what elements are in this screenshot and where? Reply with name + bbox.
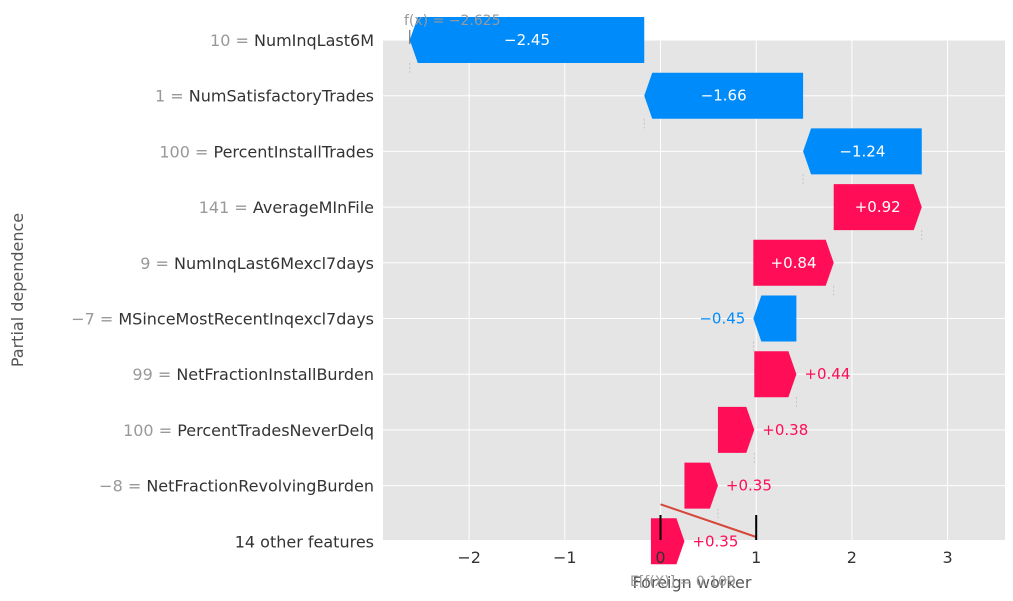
x-tick-label: 0	[655, 548, 665, 567]
feature-value: −7 =	[71, 310, 118, 329]
waterfall-bar	[717, 406, 755, 453]
feature-label: 100 = PercentInstallTrades	[159, 142, 374, 161]
feature-label: −7 = MSinceMostRecentInqexcl7days	[71, 310, 374, 329]
feature-labels: 10 = NumInqLast6M 1 = NumSatisfactoryTrad…	[71, 31, 374, 551]
feature-name: PercentTradesNeverDelq	[177, 421, 374, 440]
waterfall-bar	[754, 351, 797, 398]
feature-label: 99 = NetFractionInstallBurden	[132, 365, 374, 384]
feature-label: 9 = NumInqLast6Mexcl7days	[140, 254, 374, 273]
waterfall-bar	[650, 518, 685, 565]
feature-label: 14 other features	[235, 532, 374, 551]
y-axis-label: Partial dependence	[8, 213, 27, 367]
waterfall-bar	[684, 462, 718, 509]
feature-name: NumInqLast6Mexcl7days	[174, 254, 374, 273]
waterfall-bar	[409, 17, 645, 63]
bar-value-label: +0.92	[855, 198, 901, 216]
feature-value: 10 =	[210, 31, 254, 50]
bar-value-label: +0.38	[762, 421, 808, 439]
feature-name: 14 other features	[235, 532, 374, 551]
feature-value: 9 =	[140, 254, 174, 273]
feature-name: MSinceMostRecentInqexcl7days	[118, 310, 374, 329]
feature-value: 1 =	[155, 87, 189, 106]
bars: −2.45 −1.66 −1.24 +0.92 +0.84 −0.45 +0.44 +0.38…	[409, 17, 923, 565]
waterfall-bar	[753, 239, 834, 286]
feature-value: 141 =	[199, 198, 253, 217]
feature-name: NetFractionInstallBurden	[176, 365, 374, 384]
efx-label: E[f(X)] = 0.109	[630, 574, 736, 590]
feature-name: NumSatisfactoryTrades	[189, 87, 374, 106]
x-tick-label: 1	[751, 548, 761, 567]
x-axis-label: Foreign worker	[633, 573, 752, 592]
plot-area	[383, 40, 1005, 540]
x-tick-label: 3	[942, 548, 952, 567]
x-tick-label: 2	[847, 548, 857, 567]
fx-label: f(x) = −2.625	[404, 13, 501, 29]
waterfall-bar	[644, 72, 804, 119]
feature-label: 141 = AverageMInFile	[199, 198, 374, 217]
bar-value-label: +0.84	[771, 254, 817, 272]
waterfall-bar	[803, 128, 922, 175]
feature-value: 99 =	[132, 365, 176, 384]
feature-label: 10 = NumInqLast6M	[210, 31, 374, 50]
bar-value-label: −0.45	[699, 310, 745, 328]
feature-label: 1 = NumSatisfactoryTrades	[155, 87, 374, 106]
feature-label: 100 = PercentTradesNeverDelq	[123, 421, 374, 440]
feature-value: 100 =	[123, 421, 177, 440]
feature-label: −8 = NetFractionRevolvingBurden	[99, 477, 374, 496]
bar-value-label: +0.35	[692, 532, 738, 550]
feature-name: NetFractionRevolvingBurden	[146, 477, 374, 496]
waterfall-bar	[753, 295, 797, 342]
bar-value-label: −1.24	[839, 142, 885, 160]
x-axis: −2 −1 0 1 2 3	[457, 548, 952, 567]
waterfall-bar	[833, 184, 922, 231]
x-tick-label: −1	[553, 548, 577, 567]
overlay-line	[660, 503, 757, 538]
feature-value: 100 =	[159, 142, 213, 161]
bar-value-label: +0.44	[804, 365, 850, 383]
feature-name: AverageMInFile	[253, 198, 374, 217]
feature-value: −8 =	[99, 477, 146, 496]
bar-value-label: −1.66	[701, 87, 747, 105]
overlay	[659, 503, 758, 540]
bar-value-label: +0.35	[726, 477, 772, 495]
feature-name: PercentInstallTrades	[213, 142, 374, 161]
bar-value-label: −2.45	[504, 31, 550, 49]
feature-name: NumInqLast6M	[254, 31, 374, 50]
x-tick-label: −2	[457, 548, 481, 567]
